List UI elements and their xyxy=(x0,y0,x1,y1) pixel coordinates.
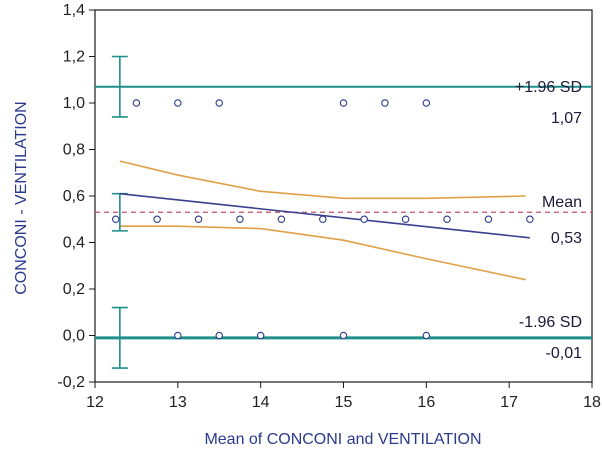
data-point xyxy=(443,215,451,224)
data-point xyxy=(381,99,389,107)
ref-value-lower: -0,01 xyxy=(546,345,583,362)
data-point xyxy=(339,99,348,107)
regression-line xyxy=(119,192,530,239)
regression-line-segment xyxy=(119,192,530,239)
data-points xyxy=(111,99,534,340)
confidence-band xyxy=(119,160,526,281)
data-point xyxy=(132,99,141,107)
data-point xyxy=(236,215,244,224)
x-tick-label: 12 xyxy=(86,394,104,411)
confidence-band-lower xyxy=(119,225,526,281)
data-point xyxy=(526,215,534,224)
x-tick-label: 13 xyxy=(169,394,187,411)
y-tick-label: 0,4 xyxy=(63,235,85,252)
data-point xyxy=(215,99,224,107)
ref-value-mean: 0,53 xyxy=(551,230,582,247)
reference-lines xyxy=(95,85,592,340)
data-point xyxy=(422,331,431,340)
y-tick-label: 1,0 xyxy=(63,95,85,112)
data-point xyxy=(484,215,493,224)
x-tick-label: 18 xyxy=(583,394,601,411)
data-point xyxy=(422,99,431,107)
y-tick-label: 1,4 xyxy=(63,2,85,19)
data-point xyxy=(194,215,203,224)
data-point xyxy=(153,215,161,224)
y-tick-label: 0,2 xyxy=(63,281,85,298)
data-point xyxy=(339,331,348,340)
x-axis-ticks: 12 13 14 15 16 17 18 xyxy=(86,382,601,411)
x-tick-label: 16 xyxy=(417,394,435,411)
y-tick-label: 0,8 xyxy=(63,142,85,159)
x-tick-label: 15 xyxy=(335,394,353,411)
x-axis-label: Mean of CONCONI and VENTILATION xyxy=(204,431,481,448)
error-bars xyxy=(111,55,128,369)
data-point xyxy=(174,99,182,107)
data-point xyxy=(215,331,224,340)
y-tick-label: -0,2 xyxy=(57,374,85,391)
y-axis-ticks: -0,2 0,0 0,2 0,4 0,6 0,8 1,0 1,2 1,4 xyxy=(57,2,95,391)
ref-value-upper: 1,07 xyxy=(551,110,582,127)
data-point xyxy=(277,215,286,224)
data-point xyxy=(360,215,368,224)
x-tick-label: 14 xyxy=(252,394,270,411)
data-point xyxy=(401,215,410,224)
data-point xyxy=(111,215,120,224)
ref-label-mean: Mean xyxy=(542,194,582,211)
y-tick-label: 1,2 xyxy=(63,49,85,66)
y-axis-label: CONCONI - VENTILATION xyxy=(13,101,30,295)
x-tick-label: 17 xyxy=(500,394,518,411)
y-tick-label: 0,0 xyxy=(63,328,85,345)
ref-label-upper: +1.96 SD xyxy=(515,79,582,96)
confidence-band-upper xyxy=(119,160,526,200)
y-tick-label: 0,6 xyxy=(63,188,85,205)
data-point xyxy=(319,215,327,224)
data-point xyxy=(256,331,265,340)
ref-label-lower: -1.96 SD xyxy=(519,314,582,331)
data-point xyxy=(174,331,182,340)
